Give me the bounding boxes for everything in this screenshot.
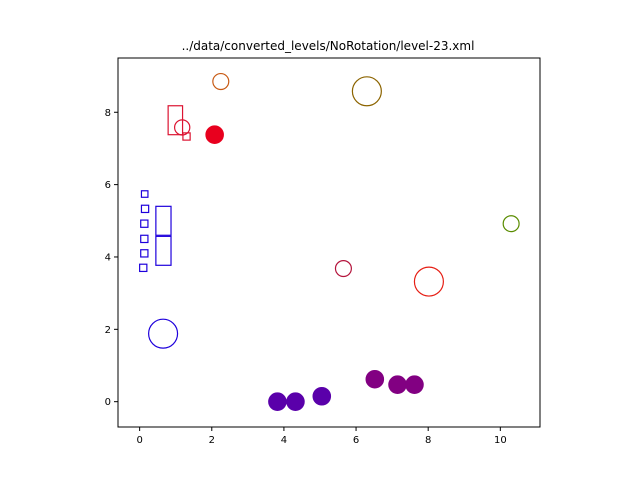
rect-mark-7 <box>139 263 148 273</box>
rect-mark-5 <box>140 234 149 244</box>
circle-mark-7 <box>148 318 179 349</box>
circle-mark-1 <box>351 76 382 107</box>
plot-frame <box>117 57 541 428</box>
y-tick-label-4: 8 <box>105 108 111 119</box>
circle-mark-12 <box>388 375 407 394</box>
circle-mark-8 <box>268 392 287 411</box>
x-tick-label-0: 0 <box>136 435 142 446</box>
x-tick-label-3: 6 <box>353 435 359 446</box>
circle-mark-9 <box>286 392 305 411</box>
x-tick-label-5: 10 <box>494 435 507 446</box>
rect-mark-4 <box>140 219 149 228</box>
circle-mark-3 <box>205 125 224 144</box>
rect-mark-8 <box>155 205 172 236</box>
circle-mark-2 <box>174 119 191 136</box>
y-tick-label-2: 4 <box>105 252 111 263</box>
circle-mark-10 <box>312 386 332 406</box>
circle-mark-5 <box>334 259 352 278</box>
chart-title: ../data/converted_levels/NoRotation/leve… <box>182 39 475 53</box>
circle-mark-6 <box>413 266 444 297</box>
y-tick-label-1: 2 <box>105 325 111 336</box>
chart-marks <box>139 72 520 411</box>
x-axis: 0 2 4 6 8 10 <box>136 427 507 446</box>
y-tick-label-0: 0 <box>105 397 111 408</box>
rect-mark-2 <box>140 190 149 198</box>
rect-mark-3 <box>140 204 150 214</box>
circle-mark-0 <box>212 72 230 91</box>
x-tick-label-4: 8 <box>425 435 431 446</box>
circle-mark-11 <box>365 369 385 389</box>
x-tick-label-1: 2 <box>209 435 215 446</box>
rect-mark-1 <box>182 132 191 141</box>
circle-mark-4 <box>502 215 520 233</box>
y-axis: 0 2 4 6 8 <box>105 108 118 408</box>
circle-mark-13 <box>405 375 424 394</box>
x-tick-label-2: 4 <box>281 435 287 446</box>
rect-mark-9 <box>155 235 172 266</box>
rect-mark-6 <box>140 249 149 258</box>
y-tick-label-3: 6 <box>105 180 111 191</box>
